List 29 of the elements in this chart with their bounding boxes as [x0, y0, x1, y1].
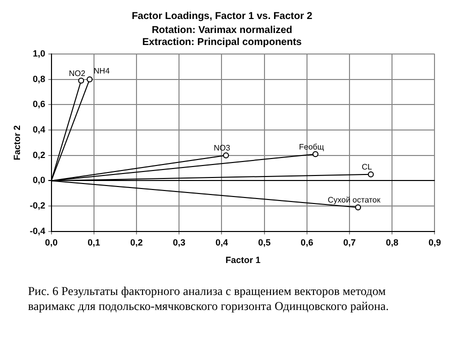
series-label: Feобщ	[298, 142, 324, 152]
x-axis-title: Factor 1	[226, 255, 261, 266]
x-tick-label: 0,8	[386, 237, 398, 248]
y-tick-label: 0,2	[32, 150, 46, 160]
x-tick-label: 0,4	[215, 237, 228, 248]
y-tick-label: 0,8	[32, 74, 46, 84]
x-tick-label: 0,5	[258, 237, 271, 248]
series-label: NO3	[214, 144, 231, 153]
x-tick-label: 0,6	[300, 237, 314, 248]
y-axis-title: Factor 2	[12, 125, 22, 160]
y-tick-label: 1,0	[32, 48, 46, 58]
series-label: NH4	[94, 66, 110, 76]
y-tick-label: -0,2	[30, 200, 46, 211]
chart-subtitle: Rotation: Varimax normalized Extraction: Principal components	[142, 24, 302, 48]
x-tick-label: 0,7	[343, 237, 356, 248]
x-tick-label: 0,3	[172, 237, 186, 248]
y-tick-label: 0,4	[32, 124, 46, 135]
series-label: CL	[362, 162, 372, 172]
text: Рис. 6 Результаты факторного анализа с вращением векторов методом варимакс для подольско-мячковского горизонта Одинцовского района.	[28, 284, 390, 314]
x-tick-label: 0,0	[45, 237, 58, 248]
series-label: NO2	[68, 68, 86, 78]
y-tick-label: 0,6	[32, 99, 46, 110]
y-tick-label: -0,4	[30, 226, 46, 236]
y-tick-label: 0,0	[32, 175, 46, 186]
x-tick-label: 0,9	[428, 237, 441, 248]
x-tick-label: 0,1	[88, 237, 100, 248]
series-label: Сухой остаток	[328, 196, 381, 205]
chart-title: Factor Loadings, Factor 1 vs. Factor 2	[132, 10, 313, 22]
x-tick-label: 0,2	[130, 237, 143, 248]
